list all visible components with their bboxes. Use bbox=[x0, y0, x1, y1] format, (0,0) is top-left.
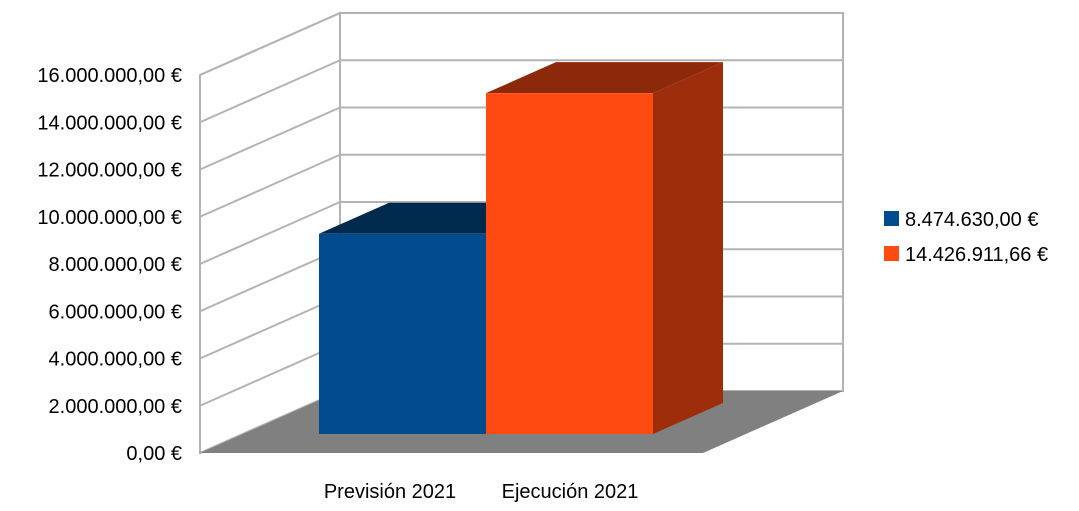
bar-front-2 bbox=[486, 93, 653, 434]
y-tick-label: 8.000.000,00 € bbox=[49, 254, 182, 276]
y-tick-label: 12.000.000,00 € bbox=[37, 160, 182, 182]
chart-bars bbox=[319, 62, 723, 434]
legend-swatch bbox=[884, 246, 899, 261]
x-axis-category-labels: Previsión 2021 Ejecución 2021 bbox=[324, 481, 639, 503]
gridline-side bbox=[199, 342, 341, 407]
bar-side-2 bbox=[653, 62, 723, 434]
gridline-side bbox=[199, 201, 341, 265]
gridline-side bbox=[199, 59, 341, 124]
y-tick-label: 6.000.000,00 € bbox=[49, 301, 182, 323]
gridline-side bbox=[199, 248, 341, 313]
legend-swatch bbox=[884, 211, 899, 226]
bar-front-1 bbox=[319, 233, 486, 434]
x-category-label: Ejecución 2021 bbox=[502, 481, 639, 503]
y-tick-label: 10.000.000,00 € bbox=[37, 207, 182, 229]
y-axis-tick-labels: 0,00 € 2.000.000,00 € 4.000.000,00 € 6.000.… bbox=[37, 65, 182, 465]
y-tick-label: 2.000.000,00 € bbox=[49, 396, 182, 418]
y-tick-label: 16.000.000,00 € bbox=[37, 65, 182, 87]
gridline-side bbox=[199, 295, 341, 360]
y-tick-label: 0,00 € bbox=[126, 443, 182, 465]
legend-label: 14.426.911,66 € bbox=[905, 244, 1048, 266]
bar-top-2 bbox=[486, 62, 723, 94]
y-tick-label: 14.000.000,00 € bbox=[37, 112, 182, 134]
legend-label: 8.474.630,00 € bbox=[905, 209, 1038, 231]
y-tick-label: 4.000.000,00 € bbox=[49, 349, 182, 371]
gridline-side bbox=[199, 153, 341, 218]
gridline-side bbox=[199, 106, 341, 171]
gridline-side bbox=[199, 12, 341, 76]
x-category-label: Previsión 2021 bbox=[324, 481, 456, 503]
legend: 8.474.630,00 € 14.426.911,66 € bbox=[884, 209, 1048, 266]
